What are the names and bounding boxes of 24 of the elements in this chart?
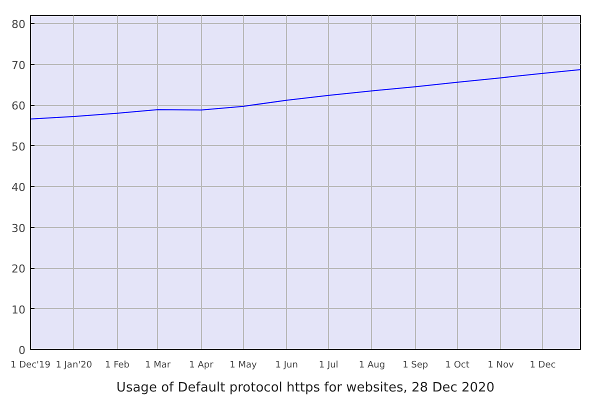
x-tick-label: 1 Sep — [402, 360, 428, 370]
x-tick-label: 1 Oct — [445, 360, 470, 370]
x-tick-label: 1 Mar — [145, 360, 171, 370]
y-tick-label: 80 — [12, 18, 26, 32]
y-tick-label: 50 — [12, 140, 26, 154]
y-tick-label: 60 — [12, 100, 26, 113]
line-series — [30, 69, 580, 120]
x-tick-label: 1 Jan'20 — [56, 360, 92, 370]
x-tick-label: 1 May — [230, 360, 258, 370]
x-tick-label: 1 Dec — [530, 360, 556, 370]
y-tick-label: 10 — [12, 303, 26, 316]
y-tick-label: 40 — [12, 181, 26, 194]
x-tick-label: 1 Jul — [318, 360, 338, 370]
x-tick-label: 1 Jun — [275, 360, 298, 370]
y-tick-label: 70 — [12, 58, 26, 72]
x-tick-label: 1 Aug — [358, 360, 386, 370]
x-tick-label: 1 Dec'19 — [10, 360, 51, 370]
x-tick-label: 1 Nov — [488, 360, 514, 370]
y-tick-label: 30 — [12, 222, 26, 235]
x-tick-label: 1 Feb — [105, 360, 130, 370]
y-tick-label: 20 — [12, 262, 26, 276]
y-tick-label: 0 — [18, 344, 26, 357]
text: Usage of Default protocol https for websites, 28 Dec 2020 — [116, 380, 495, 396]
x-tick-label: 1 Apr — [189, 360, 214, 370]
